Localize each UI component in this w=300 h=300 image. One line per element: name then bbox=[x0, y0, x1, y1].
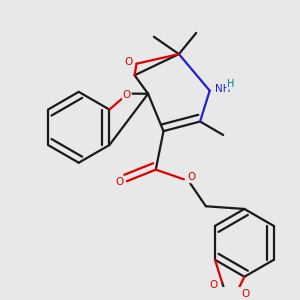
Text: H: H bbox=[227, 79, 235, 89]
Text: NH: NH bbox=[215, 84, 231, 94]
Text: O: O bbox=[124, 57, 132, 67]
Text: O: O bbox=[188, 172, 196, 182]
Text: O: O bbox=[115, 177, 123, 188]
Text: O: O bbox=[209, 280, 218, 290]
Text: O: O bbox=[241, 289, 249, 299]
Text: O: O bbox=[123, 90, 131, 100]
